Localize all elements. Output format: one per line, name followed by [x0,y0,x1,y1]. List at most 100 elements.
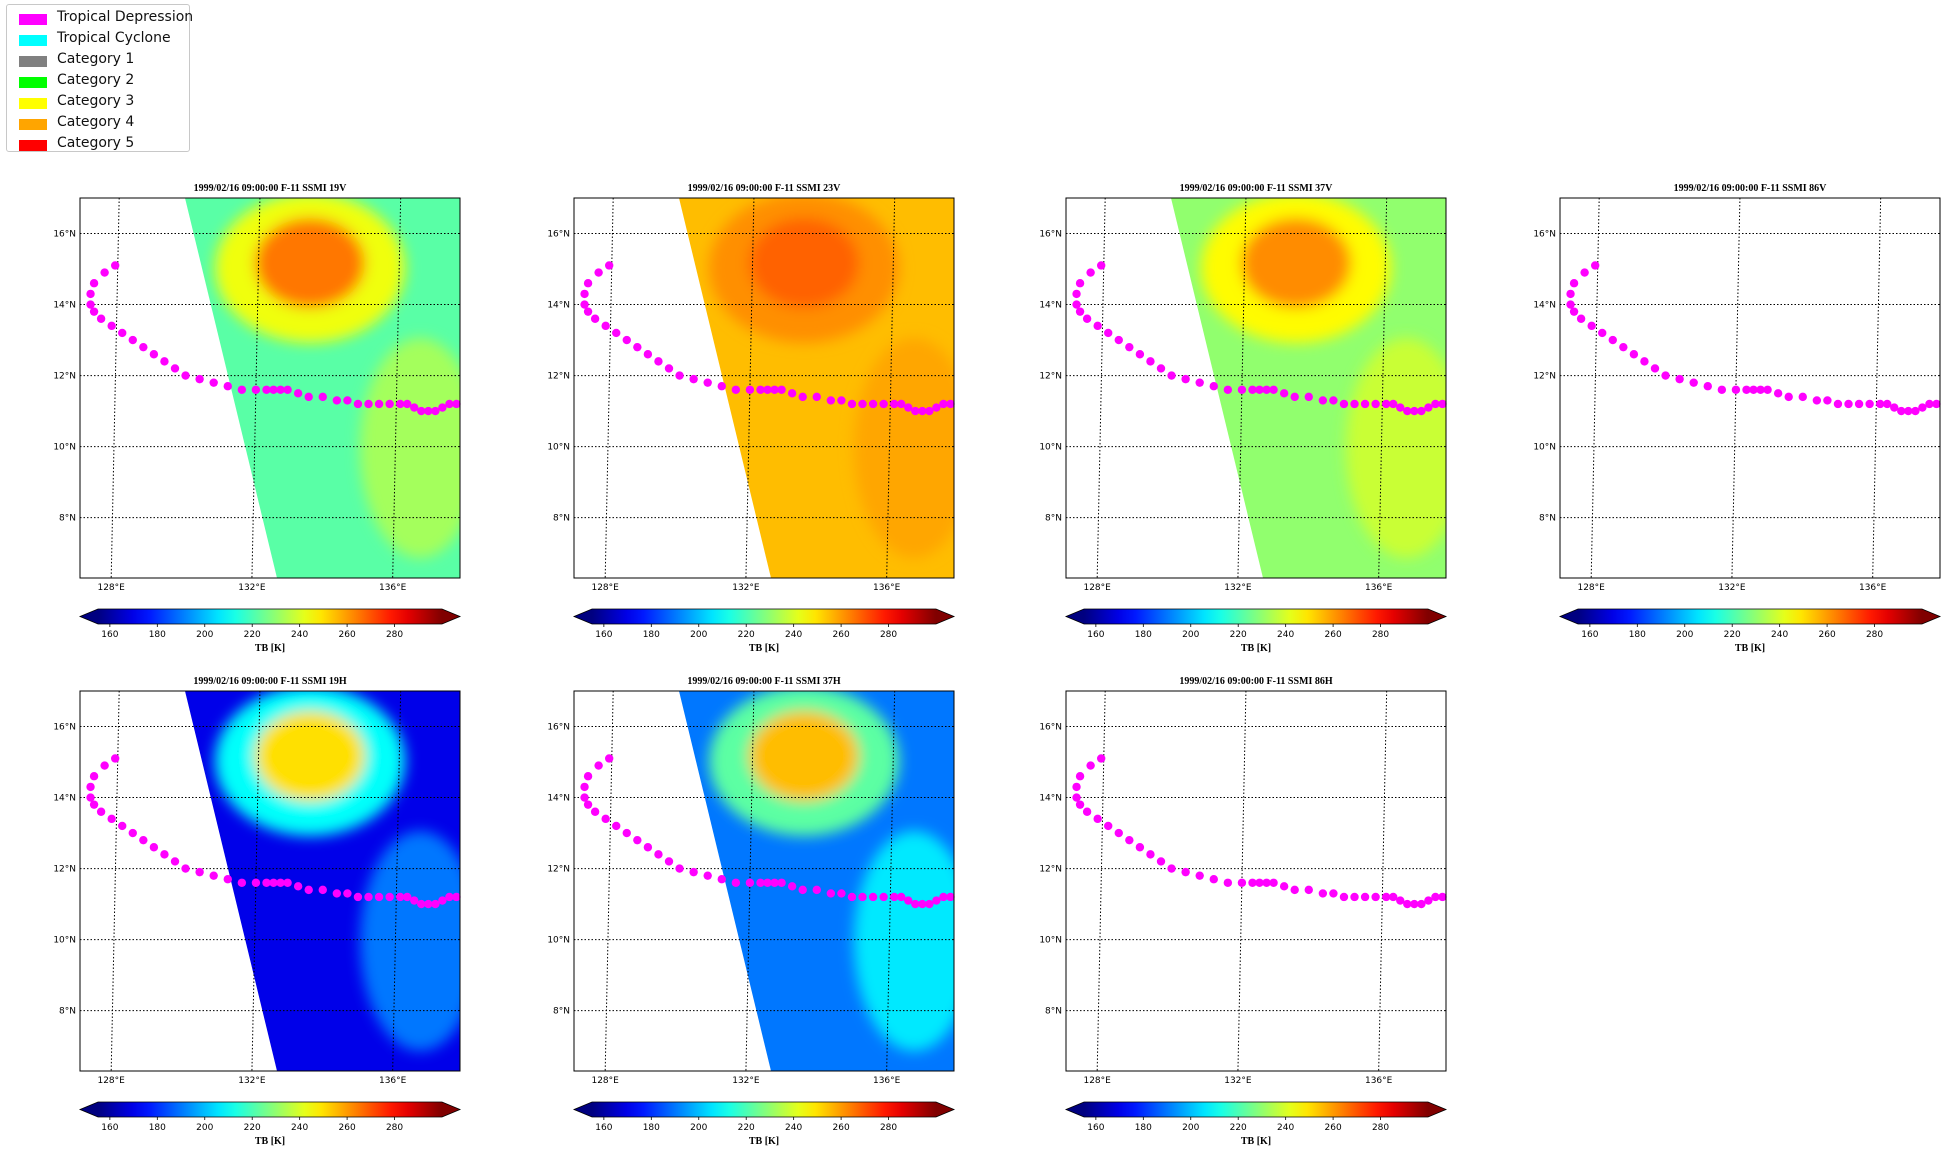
colorbar-tick-label: 180 [1135,630,1152,640]
track-point [580,793,589,802]
colorbar-tick-label: 220 [1230,1123,1247,1133]
lon-tick-label: 128°E [97,583,125,593]
lon-tick-label: 136°E [1365,583,1393,593]
lat-tick-label: 16°N [53,723,76,733]
storm-core [749,218,859,308]
track-point [594,761,603,770]
legend-label: Category 2 [57,72,135,88]
track-point [1396,403,1405,412]
lon-tick-label: 136°E [873,1076,901,1086]
track-point [237,385,247,394]
panel-frame [1559,197,1941,579]
track-point [798,392,807,402]
lat-tick-label: 8°N [1539,514,1556,524]
legend-item-tropical-cyclone: Tropical Cyclone [13,29,189,50]
track-point [89,279,99,288]
gridline-lon [110,690,120,1072]
track-point [580,300,589,309]
track-point [770,878,779,887]
storm-core [1241,218,1351,308]
colorbar-label: TB [K] [1241,643,1271,654]
lat-tick-label: 14°N [1533,301,1556,311]
track-point [110,754,120,763]
track-point [1339,399,1349,409]
track-point [1773,389,1783,398]
track-point [283,878,292,887]
track-point [353,892,363,902]
track-point [826,396,836,405]
track-point [918,406,927,416]
lon-tick-label: 128°E [1083,583,1111,593]
track-point [343,396,352,405]
legend-label: Category 3 [57,93,135,109]
track-point [139,342,148,352]
track-point [1763,385,1772,394]
storm-band [360,831,460,1051]
track-point [798,885,807,895]
track-point [96,807,106,816]
colorbar-tick-label: 280 [1372,630,1389,640]
colorbar-tick-label: 180 [643,1123,660,1133]
track-point [100,268,109,277]
colorbar-extend-high [936,609,954,624]
colorbar [98,609,442,624]
track-point [745,878,755,887]
track-point [424,899,433,909]
track-point [223,875,232,884]
colorbar-tick-label: 240 [1277,630,1294,640]
track-point [1371,892,1380,902]
legend-swatch [19,14,47,25]
storm-field [215,691,460,1051]
colorbar [592,609,936,624]
colorbar-outline [572,608,956,625]
track-point [654,357,663,366]
track-point [431,899,440,909]
lat-tick-label: 10°N [53,443,76,453]
track-point [1125,835,1134,845]
colorbar-tick-label: 180 [149,630,166,640]
storm-core [749,711,859,801]
colorbar-tick-label: 280 [1866,630,1883,640]
track-point [1072,793,1081,802]
track-point [89,772,99,781]
track-point [1925,399,1934,409]
legend-swatch [19,140,47,151]
lat-tick-label: 8°N [1045,514,1062,524]
storm-field [1201,198,1446,558]
lon-tick-label: 132°E [732,583,760,593]
lat-tick-label: 12°N [53,865,76,875]
colorbar-tick-label: 200 [690,1123,707,1133]
track-point [1075,307,1085,316]
track-point [293,389,303,398]
track-point [251,385,261,394]
track-point [160,357,169,366]
colorbar-extend-high [1428,1102,1446,1117]
track-point [452,399,461,409]
track-point [1371,399,1380,409]
track-point [837,396,846,405]
track-point [170,364,180,373]
colorbar-extend-low [1066,609,1084,624]
colorbar-tick-label: 200 [1182,1123,1199,1133]
colorbar-tick-label: 200 [196,1123,213,1133]
track-point [1389,399,1398,409]
panel-title: 1999/02/16 09:00:00 F-11 SSMI 23V [688,183,842,194]
track-point [1279,882,1289,891]
colorbar-tick-label: 240 [1277,1123,1294,1133]
colorbar-outline [572,1101,956,1118]
track-point [1237,878,1247,887]
track-point [385,399,394,409]
track-point [633,835,642,845]
track-point [118,328,127,338]
track-point [1339,892,1349,902]
colorbar-tick-label: 160 [1087,1123,1104,1133]
track-point [1417,406,1426,416]
track-point [1424,403,1433,412]
colorbar-extend-high [1922,609,1940,624]
lat-tick-label: 16°N [53,230,76,240]
lat-tick-label: 8°N [1045,1007,1062,1017]
panel-4: 1999/02/16 09:00:00 F-11 SSMI 86V 16°N 14°… [1533,183,1942,654]
gridline-lon [110,197,120,579]
track-point [1223,878,1233,887]
track-point [1431,399,1440,409]
